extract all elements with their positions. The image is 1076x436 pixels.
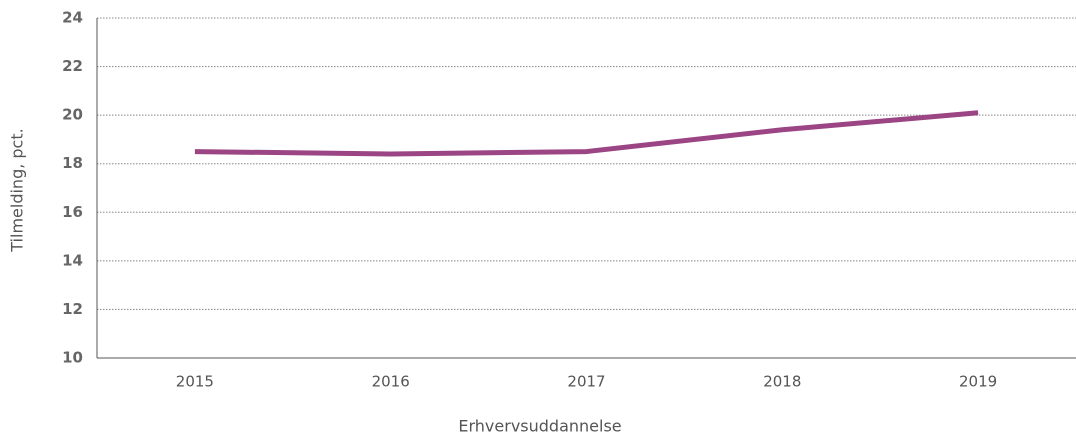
y-tick-label: 12	[62, 300, 83, 318]
x-tick-label: 2018	[763, 373, 801, 391]
y-tick-label: 22	[62, 57, 83, 75]
y-tick-label: 16	[62, 203, 83, 221]
x-tick-label: 2019	[959, 373, 997, 391]
y-tick-label: 10	[62, 349, 83, 367]
data-line	[194, 110, 979, 157]
y-axis-label: Tilmelding, pct.	[8, 128, 27, 252]
y-tick-label: 20	[62, 106, 83, 124]
y-tick-label: 14	[62, 251, 83, 269]
y-tick-label: 24	[62, 9, 83, 27]
y-tick-label: 18	[62, 154, 83, 172]
x-tick-label: 2015	[176, 373, 214, 391]
x-tick-label: 2017	[567, 373, 605, 391]
x-tick-label: 2016	[372, 373, 410, 391]
x-axis-label: Erhvervsuddannelse	[458, 417, 621, 436]
